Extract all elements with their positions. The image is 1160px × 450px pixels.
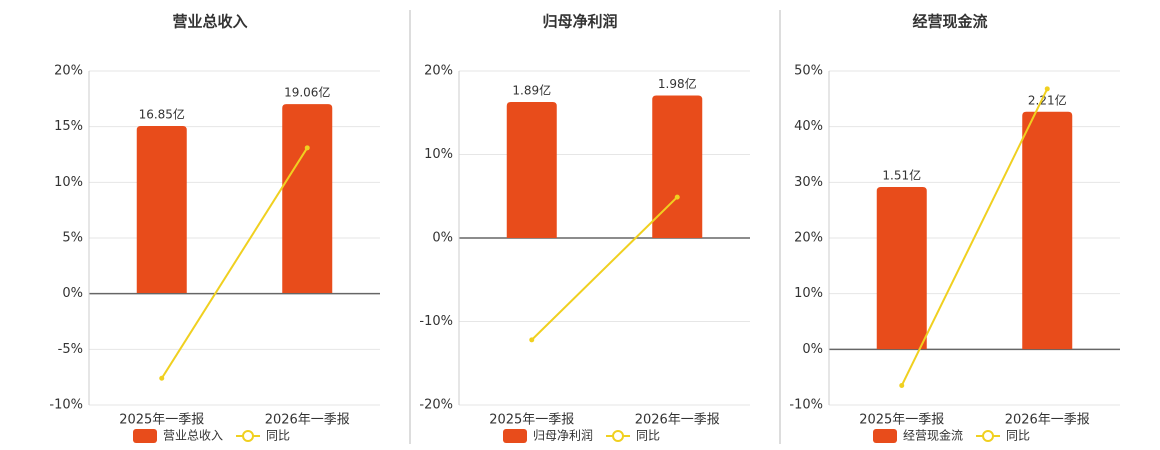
bar xyxy=(282,104,333,294)
y-tick-label: 40% xyxy=(794,119,823,134)
y-tick-label: 20% xyxy=(424,64,453,79)
chart-title: 归母净利润 xyxy=(542,13,617,31)
line-point xyxy=(529,337,535,343)
y-tick-label: -10% xyxy=(789,398,823,413)
y-tick-label: 10% xyxy=(424,147,453,162)
legend-label: 同比 xyxy=(636,429,660,443)
y-tick-label: 0% xyxy=(62,286,83,301)
bar xyxy=(652,95,703,238)
line-point xyxy=(159,375,165,381)
line xyxy=(900,88,1049,386)
value-label: 1.98亿 xyxy=(658,76,697,91)
bar xyxy=(506,101,557,239)
y-tick-label: 20% xyxy=(54,64,83,79)
x-tick-label: 2025年一季报 xyxy=(119,413,204,428)
x-tick-label: 2026年一季报 xyxy=(265,413,350,428)
y-tick-label: -20% xyxy=(419,398,453,413)
legend-label: 营业总收入 xyxy=(163,429,223,443)
line-point xyxy=(1044,86,1050,92)
chart-title: 营业总收入 xyxy=(172,13,247,31)
y-tick-label: 0% xyxy=(432,231,453,246)
legend-marker xyxy=(242,430,255,442)
bar xyxy=(1022,111,1073,350)
legend-marker xyxy=(982,430,995,442)
legend-label: 同比 xyxy=(1006,429,1030,443)
value-label: 1.51亿 xyxy=(882,167,921,182)
x-tick-label: 2025年一季报 xyxy=(489,413,574,428)
legend-label: 归母净利润 xyxy=(533,429,593,443)
y-tick-label: -5% xyxy=(58,342,83,357)
y-tick-label: 15% xyxy=(54,119,83,134)
line xyxy=(160,147,309,379)
line xyxy=(531,196,678,341)
value-label: 19.06亿 xyxy=(284,85,330,100)
y-tick-label: 50% xyxy=(794,64,823,79)
y-tick-label: 10% xyxy=(794,286,823,301)
y-tick-label: 20% xyxy=(794,231,823,246)
line-point xyxy=(674,194,680,200)
legend-label: 同比 xyxy=(266,429,290,443)
y-tick-label: 30% xyxy=(794,175,823,190)
value-label: 16.85亿 xyxy=(139,107,185,122)
y-tick-label: 5% xyxy=(62,231,83,246)
value-label: 1.89亿 xyxy=(512,82,551,97)
line-point xyxy=(304,145,310,151)
legend-swatch xyxy=(873,429,897,443)
value-label: 2.21亿 xyxy=(1028,92,1067,107)
legend-swatch xyxy=(133,429,157,443)
y-tick-label: -10% xyxy=(419,314,453,329)
x-tick-label: 2025年一季报 xyxy=(859,413,944,428)
legend-swatch xyxy=(503,429,527,443)
x-tick-label: 2026年一季报 xyxy=(1005,413,1090,428)
line-point xyxy=(899,383,905,389)
y-tick-label: 10% xyxy=(54,175,83,190)
chart-title: 经营现金流 xyxy=(912,13,987,31)
y-tick-label: 0% xyxy=(802,342,823,357)
legend-label: 经营现金流 xyxy=(903,428,963,443)
bar xyxy=(136,126,187,294)
y-tick-label: -10% xyxy=(49,398,83,413)
legend-marker xyxy=(612,430,625,442)
x-tick-label: 2026年一季报 xyxy=(635,413,720,428)
bar xyxy=(876,186,927,350)
